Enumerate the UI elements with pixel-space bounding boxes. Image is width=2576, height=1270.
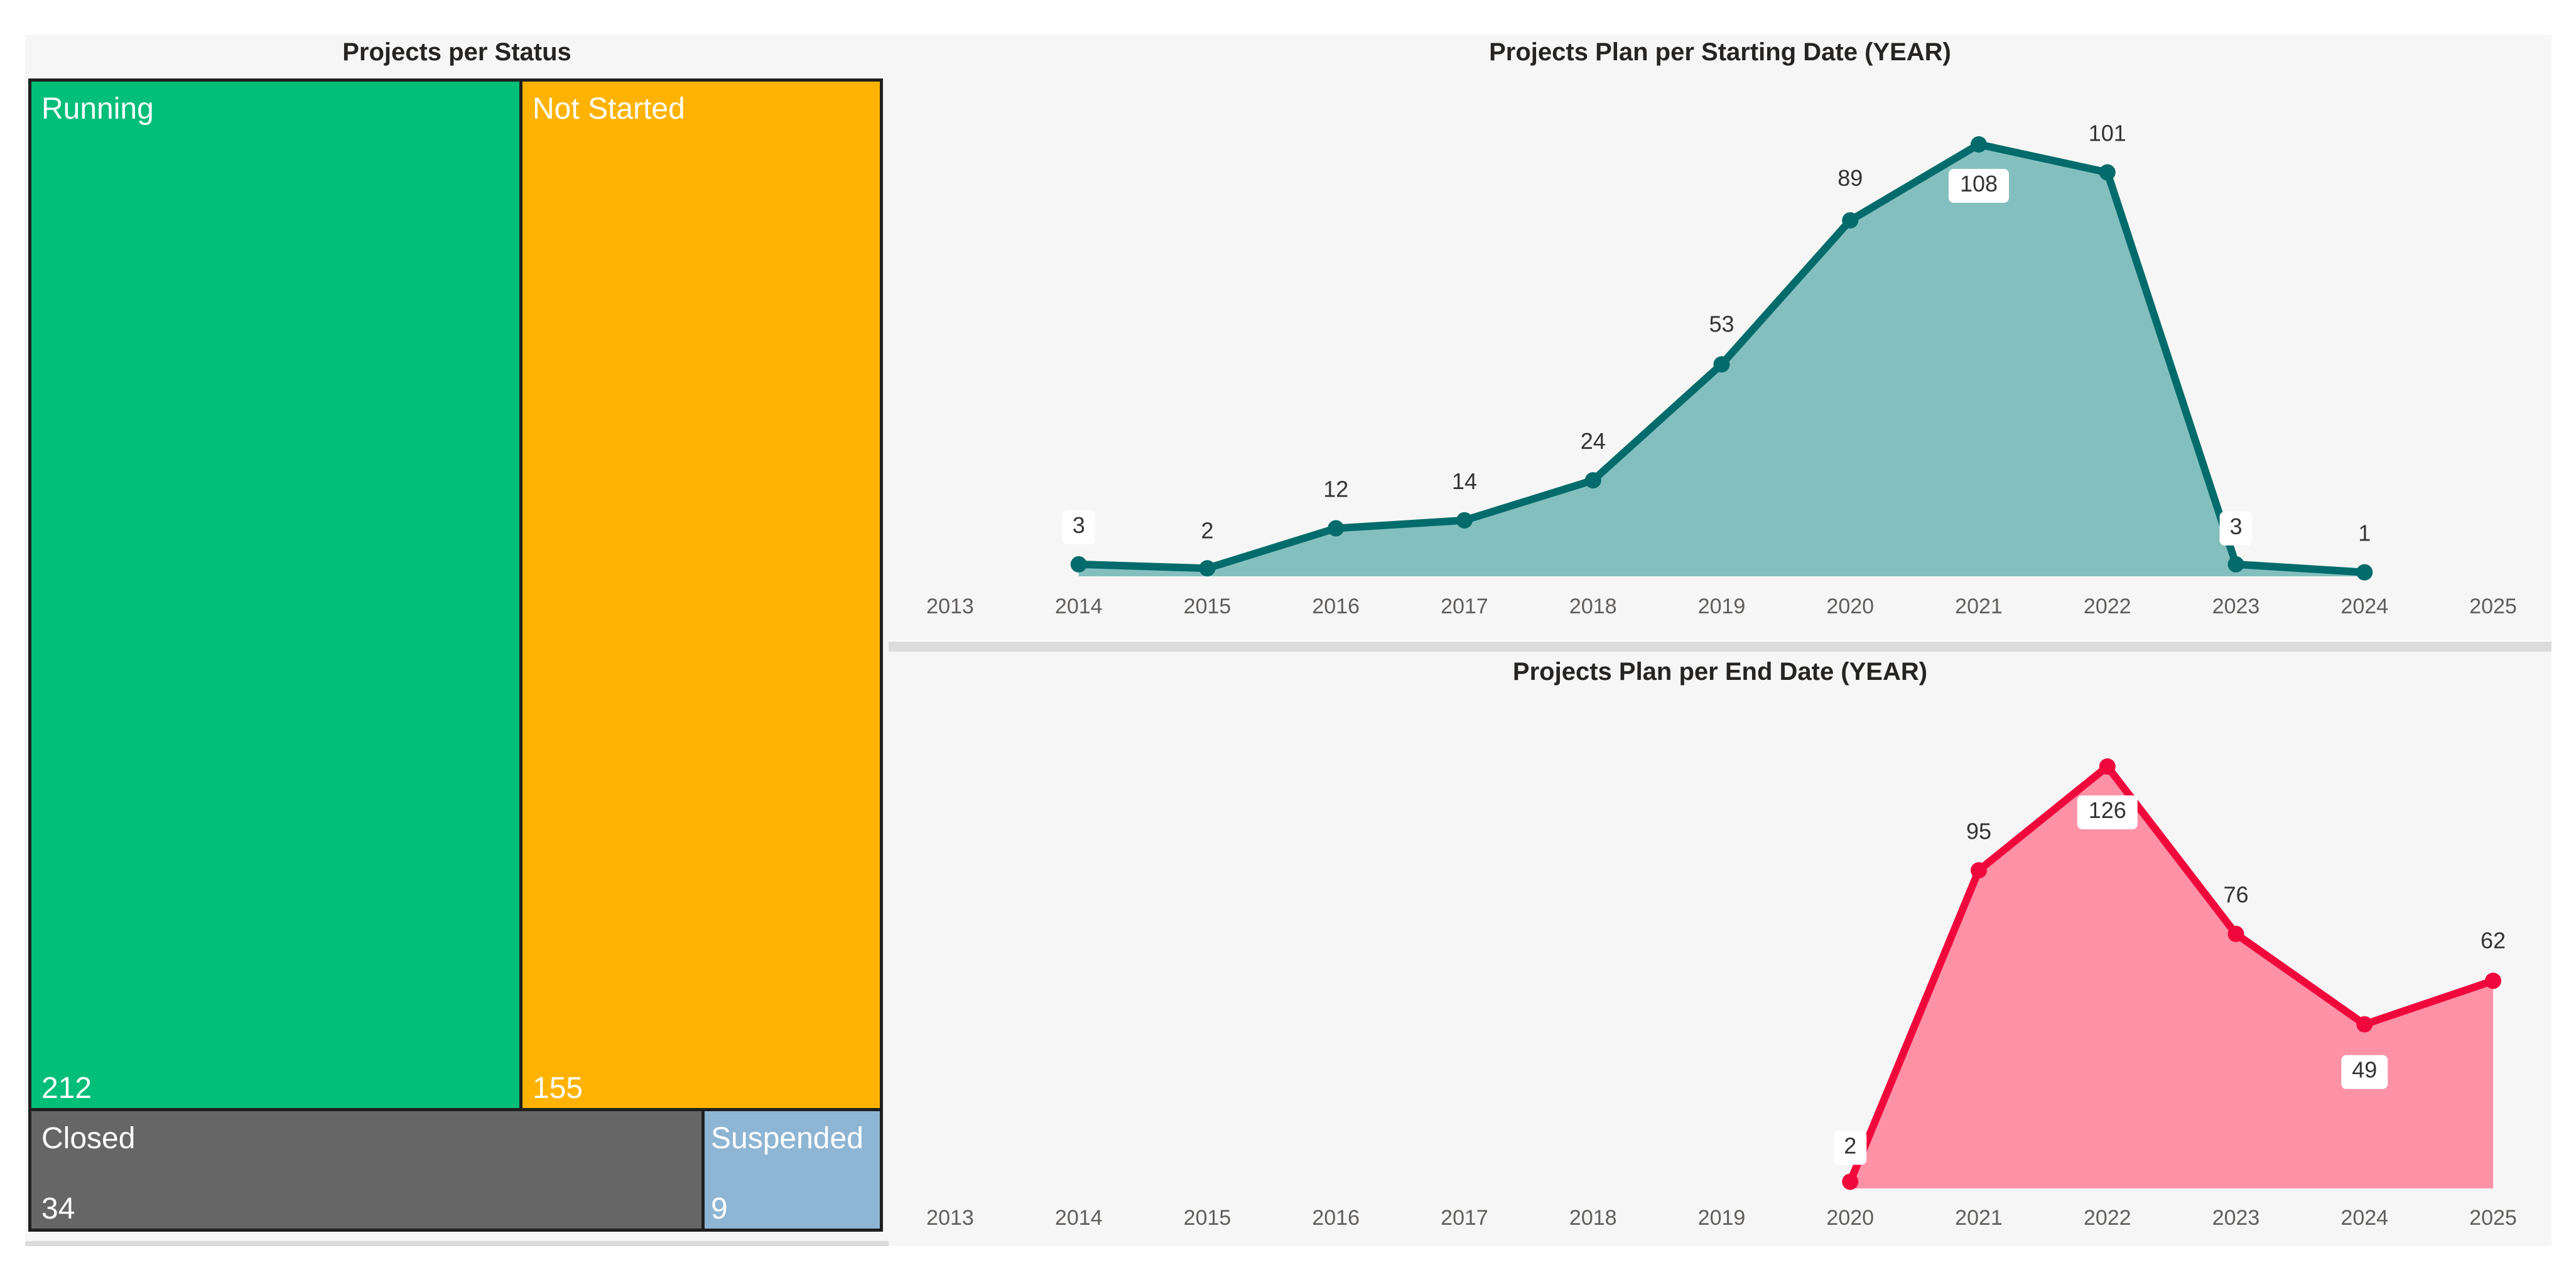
data-label: 89 (1837, 165, 1863, 191)
x-tick-label: 2015 (1184, 1206, 1231, 1230)
data-label: 12 (1323, 476, 1348, 502)
data-label: 95 (1966, 818, 1991, 844)
x-tick-label: 2018 (1569, 1206, 1617, 1230)
end-chart-title: Projects Plan per End Date (YEAR) (1512, 658, 1928, 686)
data-label-box (1062, 510, 1095, 544)
x-tick-label: 2024 (2341, 1206, 2388, 1230)
treemap-bottom-divider (25, 1241, 889, 1246)
x-tick-label: 2019 (1698, 595, 1746, 618)
x-tick-label: 2025 (2469, 1206, 2517, 1230)
tile-closed[interactable]: Closed 34 (28, 1108, 705, 1232)
x-tick-label: 2021 (1955, 1206, 2003, 1230)
x-tick-label: 2020 (1826, 595, 1874, 618)
series-line (1846, 763, 2497, 1186)
treemap-panel: Projects per Status Running 212 Not Star… (25, 35, 889, 1241)
data-point[interactable] (1971, 862, 1987, 879)
data-point[interactable] (2099, 164, 2116, 181)
data-label: 24 (1581, 428, 1606, 454)
data-label-box (2219, 511, 2253, 546)
data-point[interactable] (1199, 560, 1216, 577)
tile-running[interactable]: Running 212 (28, 78, 522, 1111)
data-point[interactable] (1070, 556, 1087, 573)
tile-label: Closed (41, 1122, 136, 1155)
data-label: 108 (1960, 171, 1998, 196)
data-point[interactable] (1971, 136, 1987, 153)
data-point[interactable] (2485, 972, 2501, 989)
end-chart-svg: 2013 2014 2015 2016 2017 2018 2019 2020 2021 2022… (926, 758, 2517, 1230)
x-tick-label: 2017 (1441, 595, 1488, 618)
data-point[interactable] (2356, 564, 2373, 581)
data-point[interactable] (2227, 925, 2244, 942)
data-point[interactable] (1328, 520, 1345, 537)
tile-value: 212 (41, 1072, 92, 1105)
chart-divider (889, 642, 2552, 652)
data-label: 101 (2089, 121, 2126, 146)
data-point[interactable] (1456, 512, 1473, 529)
data-label-box (1949, 169, 2009, 203)
x-tick-label: 2013 (926, 595, 974, 618)
tile-not-started[interactable]: Not Started 155 (519, 78, 883, 1111)
x-tick-label: 2022 (2084, 1206, 2131, 1230)
tile-label: Suspended (711, 1122, 863, 1155)
data-label: 126 (2089, 797, 2126, 823)
data-point[interactable] (1842, 1173, 1859, 1190)
tile-label: Not Started (533, 92, 685, 126)
start-chart-svg: 2013 2014 2015 2016 2017 2018 2019 2020 2021 2022… (926, 121, 2517, 618)
data-label: 62 (2481, 927, 2506, 953)
x-tick-label: 2013 (926, 1206, 974, 1230)
data-label-box (2341, 1055, 2388, 1089)
data-label-box (2077, 795, 2138, 829)
x-tick-label: 2014 (1055, 595, 1103, 618)
data-label: 2 (1201, 517, 1213, 543)
data-point[interactable] (1584, 472, 1601, 489)
series-area (1850, 767, 2493, 1188)
x-tick-label: 2024 (2341, 595, 2388, 618)
x-tick-label: 2014 (1055, 1206, 1103, 1230)
data-label: 76 (2223, 882, 2248, 908)
start-chart-panel: Projects Plan per Starting Date (YEAR) 2… (889, 35, 2552, 640)
x-tick-label: 2023 (2212, 595, 2260, 618)
data-point[interactable] (2227, 556, 2244, 573)
x-tick-label: 2015 (1184, 595, 1231, 618)
x-tick-label: 2020 (1826, 1206, 1874, 1230)
tile-label: Running (41, 92, 154, 126)
treemap-title: Projects per Status (342, 38, 571, 66)
data-label: 1 (2358, 520, 2371, 546)
end-chart-panel: Projects Plan per End Date (YEAR) 2013 20… (889, 652, 2552, 1246)
data-point[interactable] (2356, 1016, 2373, 1033)
tile-suspended[interactable]: Suspended 9 (701, 1108, 883, 1232)
x-tick-label: 2021 (1955, 595, 2003, 618)
data-label: 3 (2229, 514, 2242, 539)
data-point[interactable] (1713, 356, 1730, 373)
data-label: 53 (1709, 311, 1734, 336)
x-tick-label: 2017 (1441, 1206, 1488, 1230)
x-tick-label: 2022 (2084, 595, 2131, 618)
data-label: 49 (2352, 1057, 2377, 1083)
x-tick-label: 2019 (1698, 1206, 1746, 1230)
data-label-box (1834, 1131, 1867, 1165)
x-tick-label: 2023 (2212, 1206, 2260, 1230)
data-label: 14 (1452, 468, 1477, 494)
start-chart-title: Projects Plan per Starting Date (YEAR) (1489, 38, 1951, 66)
x-tick-label: 2025 (2469, 595, 2517, 618)
tile-value: 9 (711, 1192, 728, 1225)
tile-value: 34 (41, 1192, 75, 1225)
series-area (1078, 144, 2365, 576)
data-label: 2 (1844, 1133, 1856, 1158)
x-tick-label: 2018 (1569, 595, 1617, 618)
x-tick-label: 2016 (1312, 595, 1360, 618)
data-label: 3 (1073, 512, 1085, 538)
x-tick-label: 2016 (1312, 1206, 1360, 1230)
tile-value: 155 (533, 1072, 583, 1105)
data-point[interactable] (1842, 212, 1859, 229)
data-point[interactable] (2099, 758, 2116, 775)
